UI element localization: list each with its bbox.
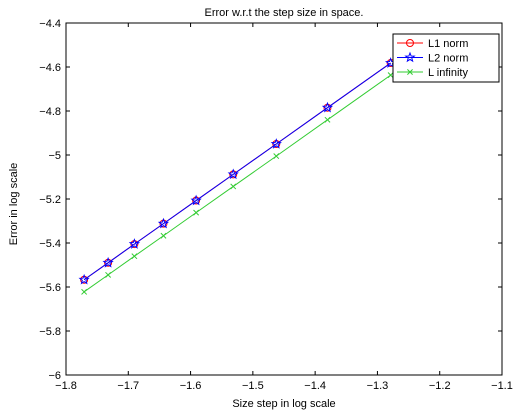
legend-label-1: L1 norm [428,38,468,50]
legend-marker-3 [407,69,413,75]
series-3-point [387,72,394,79]
series-line-3 [83,74,391,293]
y-tick-label: −4.6 [39,62,61,74]
series-2-point [227,168,239,180]
x-tick-label: −1.5 [242,380,264,392]
x-tick-label: −1.3 [367,380,389,392]
series-3-point [131,253,138,260]
series-3-point [105,271,112,278]
legend-label-2: L2 norm [428,53,468,65]
series-2-point [102,256,114,268]
y-tick-label: −5 [48,150,61,162]
series-3-point [81,288,88,295]
x-tick-label: −1.1 [491,380,513,392]
legend-marker-2 [404,51,416,63]
series-3-point [230,183,237,190]
y-tick-label: −4.8 [39,106,61,118]
x-tick-label: −1.7 [117,380,139,392]
y-tick-label: −4.4 [39,18,61,30]
x-tick-label: −1.6 [180,380,202,392]
x-tick-label: −1.4 [304,380,326,392]
series-2-point [270,138,282,149]
y-tick-label: −5.6 [39,282,61,294]
y-tick-label: −5.8 [39,326,61,338]
series-line-2 [83,62,391,281]
series-3-point [324,116,331,123]
series-2-point [190,194,202,206]
y-tick-label: −6 [48,370,61,382]
series-2-point [78,273,90,285]
series-2-point [321,101,334,113]
x-axis-label: Size step in log scale [232,398,335,410]
x-tick-label: −1.8 [55,380,77,392]
series-3-point [273,153,280,160]
series-3-point [160,232,167,239]
legend-label-3: L infinity [428,67,468,79]
series-2-point [128,238,141,249]
y-tick-label: −5.2 [39,194,61,206]
x-tick-label: −1.2 [429,380,451,392]
chart-title: Error w.r.t the step size in space. [205,7,364,19]
y-tick-label: −5.4 [39,238,61,250]
y-axis-label: Error in log scale [8,163,20,246]
series-2-point [157,217,170,229]
series-3-point [193,209,200,216]
legend-marker-1 [406,39,414,47]
